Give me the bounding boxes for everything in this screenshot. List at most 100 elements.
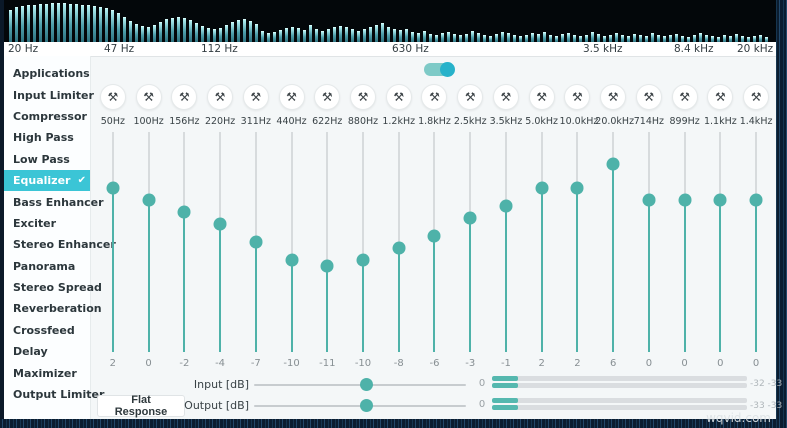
sidebar-item-delay[interactable]: Delay [4,341,90,362]
sidebar-item-exciter[interactable]: Exciter [4,213,90,234]
sidebar-item-bass-enhancer[interactable]: Bass Enhancer [4,191,104,212]
band-gain-slider[interactable] [606,132,620,352]
band-gain-slider[interactable] [213,132,227,352]
sidebar-item-maximizer[interactable]: Maximizer [4,362,90,383]
sidebar-item-stereo-enhancer[interactable]: Stereo Enhancer [4,234,116,255]
spectrum-bar [579,36,582,42]
slider-handle[interactable] [356,253,370,267]
band-gain-slider[interactable] [177,132,191,352]
spectrum-bar [615,33,618,42]
slider-handle[interactable] [213,217,227,231]
band-settings-button[interactable]: ⚒ [314,84,341,110]
slider-handle[interactable] [427,229,441,243]
tools-icon: ⚒ [536,90,548,104]
eq-band: ⚒ 1.1kHz 0 [702,56,738,371]
sidebar-item-applications[interactable]: Applications [4,63,90,84]
flat-response-button[interactable]: Flat Response [97,394,185,418]
effects-sidebar: Applications Input Limiter Compressor High … [4,56,116,419]
band-settings-button[interactable]: ⚒ [707,84,734,110]
toggle-knob [440,62,455,77]
frequency-tick-label: 112 Hz [201,43,238,55]
band-frequency-label: 311Hz [240,116,271,127]
output-gain-handle[interactable] [360,399,373,412]
slider-handle[interactable] [177,205,191,219]
band-gain-slider[interactable] [463,132,477,352]
spectrum-bar [717,37,720,42]
sidebar-item-equalizer[interactable]: Equalizer ✔ [4,169,90,192]
band-settings-button[interactable]: ⚒ [242,84,269,110]
sidebar-item-input-limiter[interactable]: Input Limiter [4,84,94,105]
slider-handle[interactable] [713,193,727,207]
tools-icon: ⚒ [679,90,690,104]
band-settings-button[interactable]: ⚒ [99,84,126,110]
band-settings-button[interactable]: ⚒ [278,84,305,110]
slider-handle[interactable] [249,235,263,249]
band-gain-slider[interactable] [249,132,263,352]
slider-handle[interactable] [320,259,334,273]
slider-handle[interactable] [749,193,763,207]
spectrum-bar [567,33,570,42]
band-gain-slider[interactable] [642,132,656,352]
band-settings-button[interactable]: ⚒ [421,84,448,110]
band-gain-slider[interactable] [713,132,727,352]
band-gain-slider[interactable] [356,132,370,352]
spectrum-bar [153,25,156,42]
sidebar-item-compressor[interactable]: Compressor [4,106,90,127]
sidebar-item-crossfeed[interactable]: Crossfeed [4,320,90,341]
spectrum-bar [9,10,12,42]
band-gain-slider[interactable] [570,132,584,352]
slider-handle[interactable] [678,193,692,207]
meter-bar-right [492,383,747,388]
sidebar-item-reverberation[interactable]: Reverberation [4,298,102,319]
band-settings-button[interactable]: ⚒ [135,84,162,110]
slider-handle[interactable] [642,193,656,207]
input-gain-handle[interactable] [360,378,373,391]
sidebar-item-stereo-spread[interactable]: Stereo Spread [4,277,102,298]
band-gain-slider[interactable] [427,132,441,352]
slider-handle[interactable] [392,241,406,255]
band-settings-button[interactable]: ⚒ [385,84,412,110]
sidebar-item-panorama[interactable]: Panorama [4,256,90,277]
band-gain-slider[interactable] [142,132,156,352]
output-gain-label: Output [dB] [184,399,249,412]
band-settings-button[interactable]: ⚒ [492,84,519,110]
spectrum-bar [57,3,60,42]
equalizer-enable-toggle[interactable] [424,62,455,77]
slider-handle[interactable] [142,193,156,207]
band-gain-slider[interactable] [106,132,120,352]
sidebar-item-output-limiter[interactable]: Output Limiter [4,384,104,405]
slider-handle[interactable] [463,211,477,225]
slider-handle[interactable] [535,181,549,195]
band-gain-value: 2 [109,358,117,369]
band-settings-button[interactable]: ⚒ [600,84,627,110]
band-settings-button[interactable]: ⚒ [528,84,555,110]
input-level-values: -32 -33 [750,379,783,389]
spectrum-bar [651,33,654,42]
band-gain-slider[interactable] [678,132,692,352]
slider-handle[interactable] [106,181,120,195]
band-settings-button[interactable]: ⚒ [635,84,662,110]
band-settings-button[interactable]: ⚒ [564,84,591,110]
sidebar-item-low-pass[interactable]: Low Pass [4,149,90,170]
band-gain-slider[interactable] [285,132,299,352]
band-gain-slider[interactable] [535,132,549,352]
band-settings-button[interactable]: ⚒ [350,84,376,110]
band-settings-button[interactable]: ⚒ [207,84,234,110]
band-frequency-label: 1.1kHz [703,116,737,127]
band-settings-button[interactable]: ⚒ [743,84,770,110]
slider-handle[interactable] [606,157,620,171]
band-gain-slider[interactable] [749,132,763,352]
sidebar-item-high-pass[interactable]: High Pass [4,127,90,148]
slider-handle[interactable] [570,181,584,195]
slider-handle[interactable] [499,199,513,213]
band-settings-button[interactable]: ⚒ [171,84,198,110]
band-gain-slider[interactable] [499,132,513,352]
band-settings-button[interactable]: ⚒ [457,84,484,110]
band-settings-button[interactable]: ⚒ [671,84,698,110]
equalizer-bands: ⚒ 50Hz 2 ⚒ 100Hz 0 ⚒ 156Hz -2 ⚒ 220Hz -4 ⚒ 311Hz -7 ⚒ 44… [95,56,774,371]
band-gain-slider[interactable] [392,132,406,352]
slider-handle[interactable] [285,253,299,267]
spectrum-bar [663,36,666,42]
band-gain-slider[interactable] [320,132,334,352]
